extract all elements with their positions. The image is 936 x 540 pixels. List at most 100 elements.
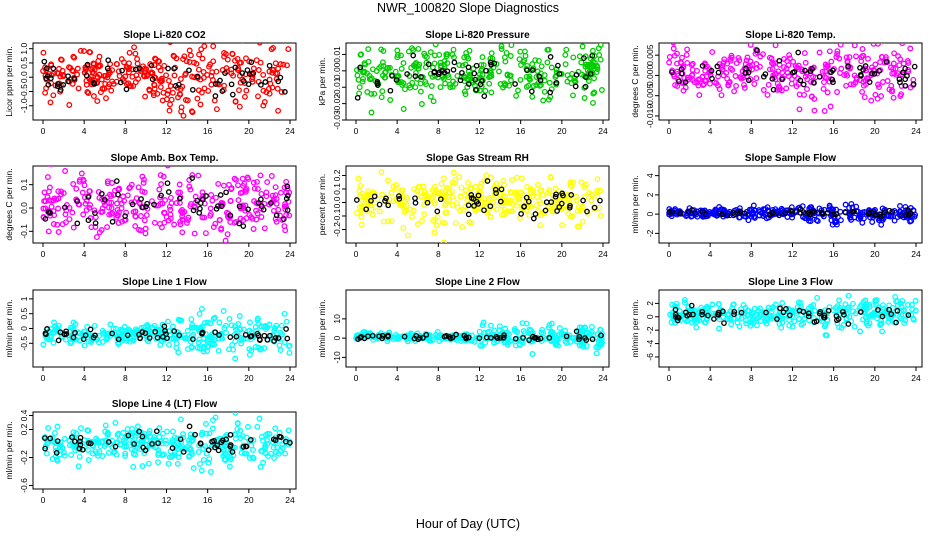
- reference-point: [227, 334, 234, 340]
- reference-point: [180, 449, 187, 455]
- data-point: [68, 338, 75, 345]
- data-point: [412, 84, 419, 91]
- data-point: [176, 317, 183, 324]
- data-point: [378, 168, 385, 175]
- data-point: [240, 43, 245, 44]
- data-point: [535, 57, 542, 64]
- data-point: [484, 329, 491, 336]
- data-point: [713, 210, 720, 217]
- data-point: [588, 191, 595, 198]
- reference-point: [554, 208, 560, 214]
- reference-point: [254, 330, 261, 337]
- data-point: [210, 43, 217, 50]
- data-point: [180, 431, 187, 438]
- reference-point: [763, 309, 769, 316]
- data-point: [176, 181, 183, 188]
- data-point: [716, 325, 722, 332]
- data-point: [122, 216, 129, 223]
- data-point: [696, 92, 703, 99]
- data-point: [268, 173, 275, 179]
- data-point: [897, 315, 904, 322]
- data-point: [71, 54, 78, 61]
- reference-point: [248, 59, 255, 66]
- y-tick-label: 0.005: [645, 44, 655, 66]
- data-point: [400, 202, 407, 209]
- x-tick-label: 12: [162, 373, 172, 383]
- page-title: NWR_100820 Slope Diagnostics: [376, 1, 560, 15]
- data-point: [908, 217, 915, 224]
- data-point: [177, 76, 184, 82]
- y-tick-label: 10: [332, 314, 342, 324]
- data-point: [128, 433, 134, 439]
- reference-point: [819, 210, 826, 217]
- reference-point: [573, 328, 580, 335]
- reference-point: [86, 440, 92, 446]
- data-point: [50, 339, 57, 346]
- data-point: [880, 79, 886, 85]
- data-point: [507, 189, 514, 195]
- data-point: [45, 425, 52, 431]
- data-point: [94, 79, 101, 86]
- data-point: [169, 323, 176, 330]
- reference-point: [122, 213, 128, 219]
- reference-point: [65, 78, 71, 85]
- data-point: [213, 68, 220, 75]
- reference-point: [192, 431, 198, 438]
- x-tick-label: 0: [667, 126, 672, 136]
- data-point: [204, 319, 211, 326]
- reference-point: [71, 438, 78, 445]
- data-point: [51, 430, 58, 436]
- data-point: [491, 339, 497, 346]
- data-point: [776, 86, 783, 93]
- data-point: [221, 456, 228, 463]
- data-point: [517, 76, 524, 83]
- reference-point: [481, 93, 488, 99]
- data-point: [466, 219, 473, 225]
- data-point: [191, 230, 198, 237]
- data-point: [61, 452, 68, 459]
- reference-point: [197, 205, 203, 212]
- data-point: [860, 298, 867, 305]
- data-point: [62, 336, 69, 343]
- reference-point: [862, 63, 869, 69]
- data-point: [198, 467, 205, 474]
- data-point: [591, 89, 598, 96]
- reference-point: [699, 63, 706, 69]
- data-point: [706, 80, 713, 87]
- reference-point: [816, 73, 823, 80]
- data-point: [753, 75, 760, 82]
- data-point: [837, 208, 844, 215]
- reference-point: [229, 91, 236, 98]
- data-point: [412, 61, 419, 68]
- data-point: [70, 181, 77, 187]
- data-point: [734, 319, 741, 326]
- data-point: [547, 173, 554, 180]
- reference-point: [242, 331, 249, 338]
- data-point: [250, 179, 257, 186]
- data-point: [785, 73, 792, 80]
- reference-point: [239, 70, 246, 76]
- data-point: [50, 329, 57, 336]
- data-point: [86, 49, 93, 55]
- data-point: [242, 207, 249, 214]
- data-point: [179, 229, 186, 236]
- data-point: [540, 330, 547, 337]
- y-axis-label: percent per min.: [317, 174, 327, 235]
- reference-point: [459, 69, 465, 76]
- data-point: [103, 95, 109, 102]
- data-point: [766, 66, 773, 73]
- data-point: [258, 214, 265, 220]
- data-point: [422, 78, 429, 85]
- reference-point: [264, 336, 271, 343]
- x-tick-label: 12: [475, 373, 485, 383]
- data-point: [365, 46, 372, 53]
- reference-point: [910, 81, 917, 87]
- data-point: [472, 207, 479, 214]
- reference-point: [566, 204, 573, 211]
- data-point: [482, 339, 489, 346]
- data-point: [458, 184, 465, 191]
- data-point: [216, 319, 223, 326]
- data-point: [108, 87, 115, 94]
- data-point: [463, 49, 470, 56]
- data-point: [66, 216, 73, 223]
